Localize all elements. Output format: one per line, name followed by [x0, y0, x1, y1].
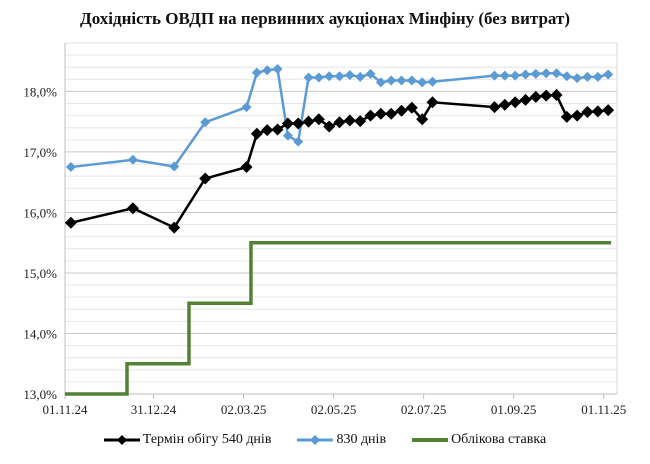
- x-tick-label: 02.03.25: [221, 402, 267, 417]
- series-line-540: [70, 93, 609, 230]
- data-point-830: [592, 71, 603, 82]
- data-point-830: [251, 67, 262, 78]
- data-point-830: [551, 68, 562, 79]
- x-tick-label: 31.12.24: [131, 402, 177, 417]
- data-point-830: [406, 75, 417, 86]
- x-tick-label: 01.09.25: [491, 402, 537, 417]
- data-point-540: [540, 89, 553, 102]
- data-point-540: [343, 114, 356, 127]
- data-point-540: [581, 105, 594, 118]
- legend-marker-rate: [412, 438, 449, 442]
- data-point-540: [64, 216, 77, 229]
- data-point-830: [365, 68, 376, 79]
- data-point-830: [572, 73, 583, 84]
- legend-item-rate: Облікова ставка: [412, 432, 546, 448]
- data-point-830: [241, 102, 252, 113]
- data-point-830: [313, 72, 324, 83]
- data-point-830: [200, 117, 211, 128]
- legend-marker-540: [103, 435, 140, 445]
- data-point-540: [354, 115, 367, 128]
- data-point-540: [560, 110, 573, 123]
- data-point-540: [312, 113, 325, 126]
- data-point-830: [272, 64, 283, 75]
- y-tick-label: 16,0%: [23, 205, 57, 220]
- data-point-540: [571, 109, 584, 122]
- data-point-540: [385, 107, 398, 120]
- data-point-540: [323, 120, 336, 133]
- data-point-830: [282, 130, 293, 141]
- data-point-830: [344, 70, 355, 81]
- data-point-540: [519, 93, 532, 106]
- data-point-540: [333, 116, 346, 129]
- data-point-830: [499, 70, 510, 81]
- x-tick-label: 01.11.25: [581, 402, 626, 417]
- x-tick-label: 02.07.25: [401, 402, 447, 417]
- chart-title: Дохідність ОВДП на первинних аукціонах М…: [80, 9, 570, 28]
- data-point-830: [417, 77, 428, 88]
- data-point-830: [520, 69, 531, 80]
- legend-label: 830 днів: [336, 432, 387, 447]
- data-point-540: [591, 105, 604, 118]
- data-point-540: [281, 117, 294, 130]
- data-point-540: [374, 107, 387, 120]
- data-point-830: [541, 68, 552, 79]
- data-point-540: [302, 115, 315, 128]
- data-point-540: [529, 90, 542, 103]
- data-point-540: [271, 123, 284, 136]
- y-tick-label: 18,0%: [23, 84, 57, 99]
- data-point-830: [65, 162, 76, 173]
- data-point-830: [582, 71, 593, 82]
- data-point-830: [334, 71, 345, 82]
- data-point-830: [355, 71, 366, 82]
- data-point-830: [324, 71, 335, 82]
- series-rate-line: [65, 240, 612, 396]
- x-tick-label: 02.05.25: [311, 402, 357, 417]
- data-point-540: [550, 89, 563, 102]
- data-point-540: [509, 96, 522, 109]
- y-tick-label: 14,0%: [23, 326, 57, 341]
- data-point-540: [602, 104, 615, 117]
- data-point-830: [427, 76, 438, 87]
- data-point-540: [261, 124, 274, 137]
- data-point-830: [375, 77, 386, 88]
- data-point-540: [416, 113, 429, 126]
- data-point-830: [489, 70, 500, 81]
- data-point-540: [426, 96, 439, 109]
- data-point-540: [292, 117, 305, 130]
- data-point-830: [127, 154, 138, 165]
- data-point-830: [303, 72, 314, 83]
- y-tick-label: 17,0%: [23, 145, 57, 160]
- data-point-830: [603, 69, 614, 80]
- legend-label: Термін обігу 540 днів: [142, 432, 272, 447]
- data-point-830: [396, 75, 407, 86]
- data-point-540: [395, 104, 408, 117]
- x-tick-label: 01.11.24: [42, 402, 88, 417]
- data-point-830: [169, 161, 180, 172]
- legend-item-830: 830 днів: [297, 432, 386, 448]
- data-point-830: [293, 136, 304, 147]
- legend-item-540: Термін обігу 540 днів: [103, 432, 272, 448]
- y-tick-label: 13,0%: [23, 387, 57, 402]
- data-point-540: [364, 109, 377, 122]
- data-point-830: [561, 71, 572, 82]
- data-point-830: [262, 65, 273, 76]
- data-point-540: [199, 172, 212, 185]
- data-point-540: [498, 98, 511, 111]
- data-point-540: [250, 127, 263, 140]
- data-point-540: [126, 202, 139, 215]
- data-point-540: [168, 221, 181, 234]
- data-point-540: [405, 101, 418, 114]
- data-point-540: [488, 101, 501, 114]
- y-tick-label: 15,0%: [23, 266, 57, 281]
- legend-label: Облікова ставка: [451, 432, 547, 447]
- data-point-830: [386, 75, 397, 86]
- data-point-540: [240, 161, 253, 174]
- legend: Термін обігу 540 днів 830 днів Облікова …: [0, 432, 650, 448]
- legend-marker-830: [297, 435, 334, 445]
- data-point-830: [530, 68, 541, 79]
- data-point-830: [510, 70, 521, 81]
